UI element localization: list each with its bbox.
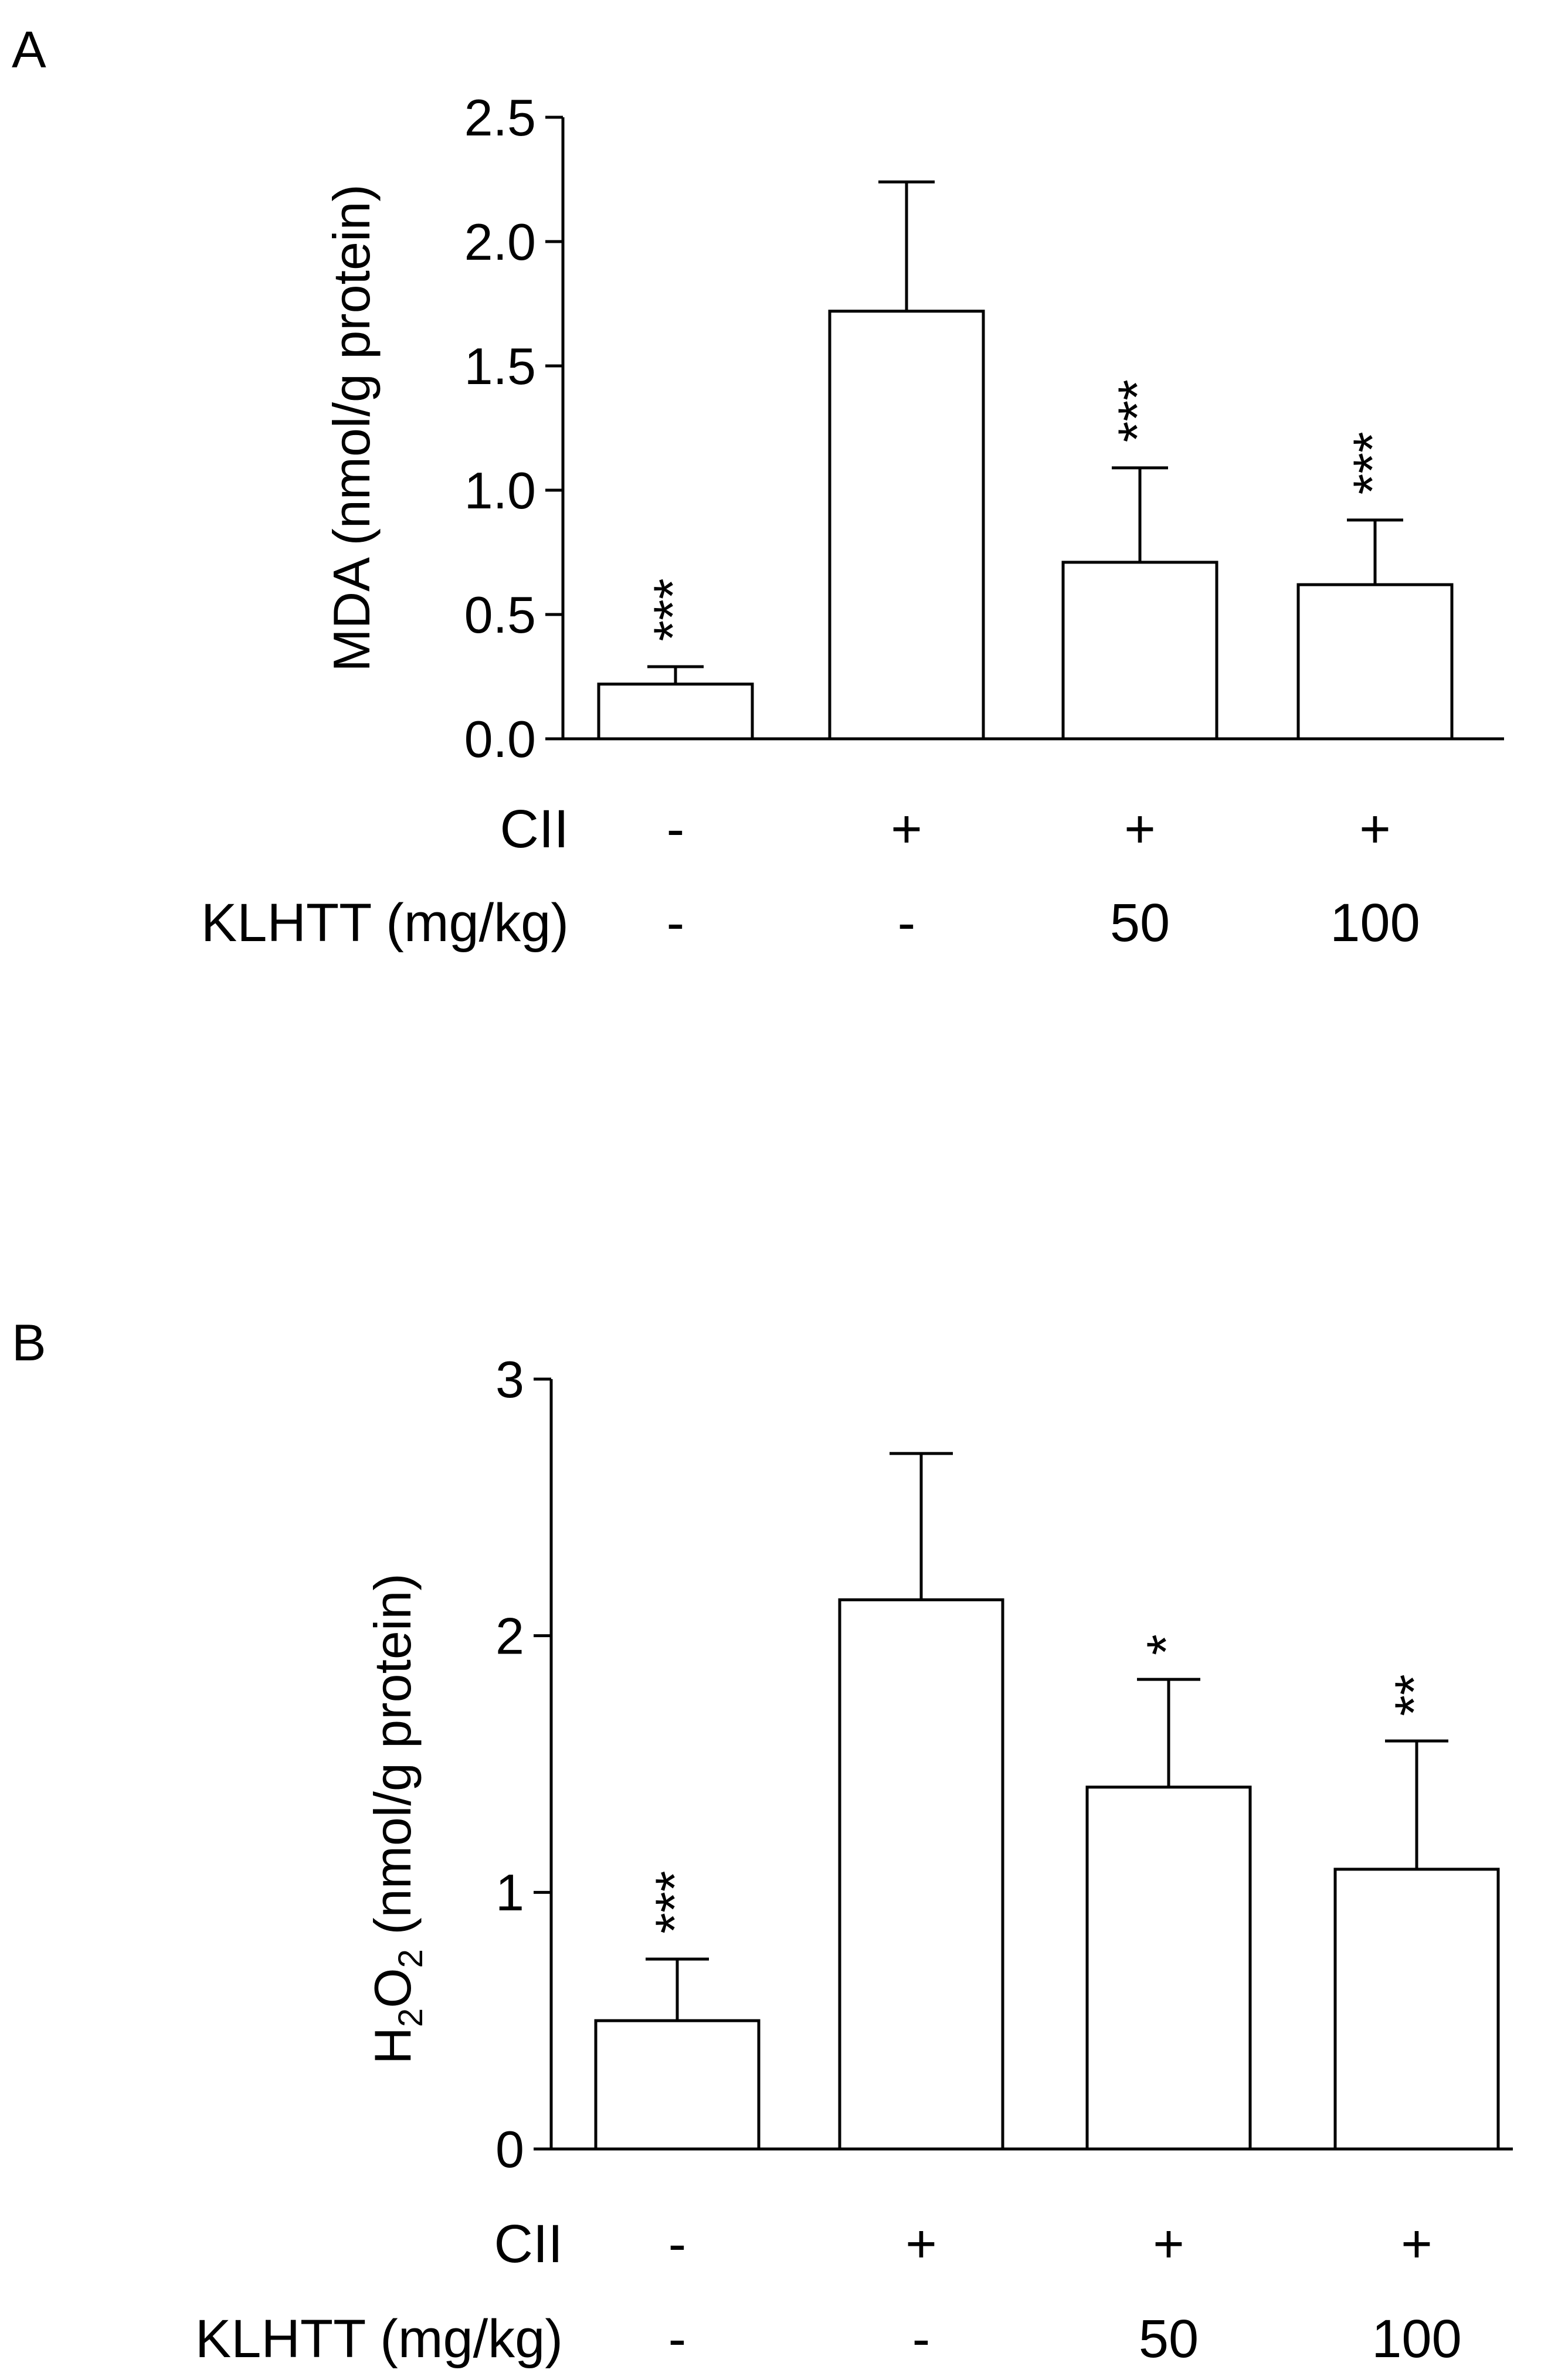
panel-a-y-tick-label: 1.5 <box>464 337 536 395</box>
panel-a-label: A <box>12 21 46 79</box>
panel-a-bar <box>828 310 985 741</box>
panel-b-treatment-value: 50 <box>1139 2309 1199 2369</box>
panel-a: A 0.0 0.5 1.0 1.5 2.0 2.5 MDA (nmol/g protein)… <box>12 21 1504 953</box>
panel-a-treatment-value: 50 <box>1110 893 1170 953</box>
panel-a-treatment-row-label: CII <box>500 799 569 859</box>
panel-b-treatment-value: - <box>668 2214 687 2274</box>
panel-b-y-tick-label: 2 <box>495 1607 524 1665</box>
panel-a-y-axis-label: MDA (nmol/g protein) <box>323 184 381 671</box>
panel-b-treatment-value: 100 <box>1372 2309 1462 2369</box>
panel-b-bar <box>838 1598 1004 2151</box>
panel-b-y-tick-label: 0 <box>495 2120 524 2178</box>
panel-b-treatment-value: + <box>1401 2214 1433 2274</box>
panel-b-treatment-row-label: CII <box>494 2214 563 2274</box>
panel-a-treatment-value: - <box>898 893 916 953</box>
panel-a-y-tick-label: 0.5 <box>464 586 536 644</box>
panel-a-treatment-value: + <box>891 799 922 859</box>
panel-b-y-axis-label: H2O2 (nmol/g protein) <box>364 1573 430 2064</box>
panel-a-treatment-value: 100 <box>1330 893 1420 953</box>
panel-a-treatment-value: + <box>1359 799 1391 859</box>
panel-b-bar <box>1333 1868 1500 2151</box>
panel-a-treatment-row-label: KLHTT (mg/kg) <box>201 893 569 953</box>
panel-a-bar <box>597 683 754 741</box>
panel-b-treatment-value: + <box>905 2214 937 2274</box>
panel-b-bar <box>594 2019 761 2151</box>
panel-b-y-tick-label: 3 <box>495 1350 524 1408</box>
panel-a-y-tick-label: 1.0 <box>464 461 536 520</box>
panel-a-bar <box>1296 583 1454 741</box>
panel-a-significance-mark: *** <box>643 578 703 641</box>
panel-a-y-tick-label: 2.0 <box>464 213 536 271</box>
panel-a-significance-mark: *** <box>1343 432 1403 494</box>
panel-a-treatment-value: - <box>667 893 685 953</box>
panel-b-significance-mark: ** <box>1384 1674 1444 1716</box>
panel-b-treatment-row-label: KLHTT (mg/kg) <box>195 2309 563 2369</box>
panel-a-significance-mark: *** <box>1108 379 1167 442</box>
panel-b-significance-mark: * <box>1136 1634 1196 1655</box>
panel-b-bar <box>1085 1785 1252 2151</box>
panel-b-label: B <box>12 1313 46 1371</box>
panel-a-y-tick-label: 2.5 <box>464 89 536 147</box>
panel-b-significance-mark: *** <box>645 1870 705 1933</box>
panel-a-treatment-value: - <box>667 799 685 859</box>
panel-a-y-tick-label: 0.0 <box>464 710 536 768</box>
panel-b-treatment-value: + <box>1153 2214 1184 2274</box>
panel-b-treatment-value: - <box>668 2309 687 2369</box>
panel-a-bar <box>1061 561 1218 741</box>
panel-a-treatment-value: + <box>1124 799 1156 859</box>
panel-b-y-tick-label: 1 <box>495 1863 524 1921</box>
panel-b-treatment-value: - <box>912 2309 931 2369</box>
